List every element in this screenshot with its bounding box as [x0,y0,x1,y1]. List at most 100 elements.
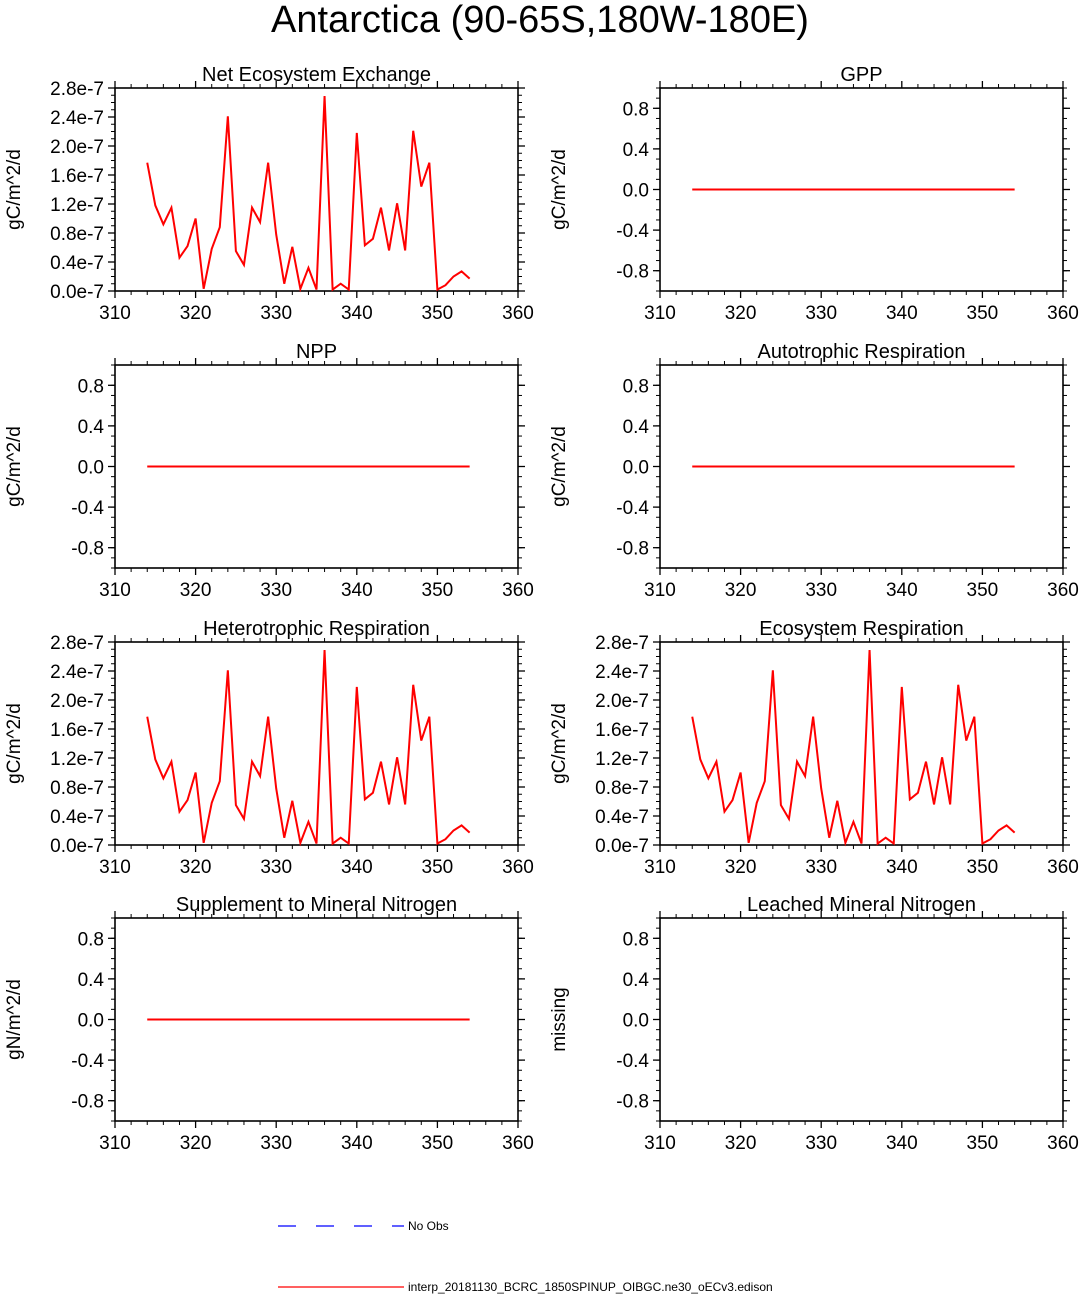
y-tick-label: -0.4 [71,498,104,519]
x-tick-label: 320 [725,580,757,601]
x-tick-label: 310 [644,1133,676,1154]
y-tick-label: 1.2e-7 [595,749,649,770]
y-tick-label: 0.4 [78,417,105,438]
x-tick-label: 320 [180,857,212,878]
panel-5: Ecosystem Respiration gC/m^2/d 310 320 330 34… [549,618,1079,878]
y-tick-label: 2.4e-7 [50,662,104,683]
x-tick-label: 310 [99,857,131,878]
y-tick-label: 2.8e-7 [50,79,104,100]
x-tick-label: 340 [341,857,373,878]
y-tick-label: 0.0e-7 [50,282,104,303]
y-tick-label: 0.4e-7 [595,807,649,828]
x-tick-label: 320 [180,580,212,601]
y-tick-label: 1.6e-7 [595,720,649,741]
x-tick-label: 360 [502,1133,534,1154]
panel-1: GPP gC/m^2/d 310 320 330 340 350 360 -0.8 -0.4 0.0… [549,64,1079,324]
x-tick-label: 320 [180,1133,212,1154]
y-tick-label: 1.2e-7 [50,195,104,216]
y-tick-label: 1.6e-7 [50,166,104,187]
series-line-model [691,649,1016,847]
plot-frame [659,917,1064,1122]
y-tick-label: -0.8 [616,1092,649,1113]
x-tick-label: 360 [502,303,534,324]
y-tick-label: 2.4e-7 [595,662,649,683]
series-line-model [146,95,471,293]
x-tick-label: 360 [1047,303,1079,324]
y-tick-label: 0.0 [623,1011,649,1032]
panel-3: Autotrophic Respiration gC/m^2/d 310 320 330… [549,341,1079,601]
x-tick-label: 320 [725,1133,757,1154]
y-tick-label: 0.0 [78,458,104,479]
panel-title: Ecosystem Respiration [759,618,964,640]
y-axis-label: gN/m^2/d [4,979,25,1060]
panel-0: Net Ecosystem Exchange gC/m^2/d 310 320 330 3… [4,64,534,324]
y-tick-label: 2.0e-7 [50,691,104,712]
y-axis-label: gC/m^2/d [549,149,570,230]
y-tick-label: 2.8e-7 [50,633,104,654]
y-tick-label: 0.0 [623,181,649,202]
x-tick-label: 320 [725,303,757,324]
x-tick-label: 360 [1047,857,1079,878]
y-tick-label: 0.0e-7 [50,836,104,857]
x-tick-label: 310 [99,580,131,601]
plot-frame [659,641,1064,846]
y-tick-label: -0.8 [71,1092,104,1113]
x-tick-label: 360 [502,580,534,601]
plot-frame [114,87,519,292]
y-axis-label: gC/m^2/d [4,149,25,230]
x-tick-label: 330 [260,1133,292,1154]
y-tick-label: 0.8 [623,376,649,397]
x-tick-label: 350 [422,1133,454,1154]
x-tick-label: 340 [886,303,918,324]
x-tick-label: 310 [99,1133,131,1154]
legend: No Obs interp_20181130_BCRC_1850SPINUP_O… [278,1219,773,1294]
x-tick-label: 310 [644,580,676,601]
y-tick-label: -0.4 [616,1051,649,1072]
x-tick-label: 340 [341,580,373,601]
y-axis-label: gC/m^2/d [4,703,25,784]
x-tick-label: 330 [805,1133,837,1154]
y-tick-label: 2.0e-7 [595,691,649,712]
panel-title: Autotrophic Respiration [758,341,966,363]
x-tick-label: 360 [502,857,534,878]
x-tick-label: 340 [341,303,373,324]
y-tick-label: -0.8 [71,539,104,560]
panel-title: Supplement to Mineral Nitrogen [176,894,457,916]
y-tick-label: 1.6e-7 [50,720,104,741]
panel-2: NPP gC/m^2/d 310 320 330 340 350 360 -0.8 -0.4 0.0… [4,341,534,601]
y-tick-label: 2.0e-7 [50,137,104,158]
x-tick-label: 330 [805,303,837,324]
x-tick-label: 310 [644,857,676,878]
x-tick-label: 350 [967,303,999,324]
y-tick-label: -0.4 [616,498,649,519]
panel-title: Leached Mineral Nitrogen [747,894,976,916]
panel-7: Leached Mineral Nitrogen missing 310 320 330… [549,894,1079,1154]
x-tick-label: 340 [886,580,918,601]
x-tick-label: 350 [422,580,454,601]
y-tick-label: 2.8e-7 [595,633,649,654]
x-tick-label: 330 [260,580,292,601]
x-tick-label: 360 [1047,1133,1079,1154]
x-tick-label: 310 [99,303,131,324]
y-tick-label: 0.0e-7 [595,836,649,857]
y-tick-label: -0.4 [71,1051,104,1072]
x-tick-label: 340 [886,857,918,878]
y-tick-label: 0.4 [623,140,650,161]
y-tick-label: 0.4 [78,970,105,991]
x-tick-label: 320 [725,857,757,878]
plot-frame [114,641,519,846]
panel-title: GPP [840,64,882,86]
y-axis-label: gC/m^2/d [549,703,570,784]
x-tick-label: 330 [260,857,292,878]
y-tick-label: 0.8 [78,376,104,397]
y-tick-label: 0.4 [623,970,650,991]
panel-4: Heterotrophic Respiration gC/m^2/d 310 320 3… [4,618,534,878]
x-tick-label: 340 [886,1133,918,1154]
x-tick-label: 340 [341,1133,373,1154]
panel-title: Heterotrophic Respiration [203,618,430,640]
y-tick-label: 0.8e-7 [595,778,649,799]
x-tick-label: 320 [180,303,212,324]
y-tick-label: 0.4e-7 [50,807,104,828]
x-tick-label: 360 [1047,580,1079,601]
